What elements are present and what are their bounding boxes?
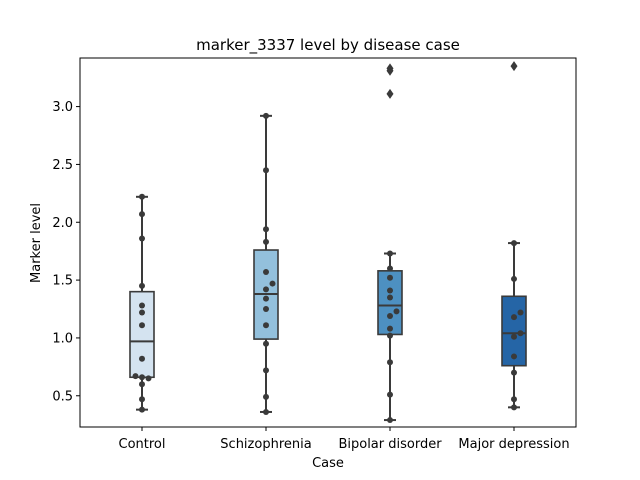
- data-point: [263, 167, 269, 174]
- box-group-schizophrenia: [253, 112, 279, 415]
- y-tick-label: 1.0: [52, 331, 73, 346]
- data-point: [387, 332, 393, 339]
- data-point: [517, 330, 524, 337]
- data-point: [263, 268, 269, 275]
- data-point: [511, 404, 517, 411]
- y-tick-label: 2.5: [52, 158, 73, 173]
- data-point: [511, 333, 517, 340]
- data-point: [387, 391, 393, 398]
- data-point: [139, 322, 145, 329]
- y-tick-label: 3.0: [52, 100, 73, 115]
- x-axis-label: Case: [312, 456, 344, 471]
- x-tick-label: Major depression: [458, 437, 569, 452]
- box-group-major-depression: [501, 61, 527, 411]
- y-tick-label: 0.5: [52, 389, 73, 404]
- chart-title: marker_3337 level by disease case: [196, 36, 460, 55]
- data-point: [139, 374, 145, 381]
- data-point: [263, 112, 269, 119]
- data-point: [263, 322, 269, 329]
- y-axis-label: Marker level: [29, 203, 44, 283]
- data-point: [132, 373, 139, 380]
- data-point: [511, 275, 517, 282]
- data-point: [387, 359, 393, 366]
- box-group-bipolar-disorder: [377, 63, 403, 424]
- iqr-box: [377, 270, 403, 336]
- data-point: [387, 287, 393, 294]
- plot-area: [129, 61, 527, 424]
- data-point: [263, 226, 269, 233]
- data-point: [263, 286, 269, 293]
- data-point: [139, 355, 145, 362]
- x-tick-label: Schizophrenia: [220, 437, 311, 452]
- data-point: [387, 274, 393, 281]
- data-point: [139, 211, 145, 218]
- axes-frame: [79, 57, 577, 428]
- data-point: [511, 240, 517, 247]
- data-point: [511, 396, 517, 403]
- data-point: [517, 309, 524, 316]
- data-point: [263, 393, 269, 400]
- data-point: [511, 353, 517, 360]
- x-tick-label: Bipolar disorder: [338, 437, 442, 452]
- data-point: [263, 367, 269, 374]
- data-point: [511, 314, 517, 321]
- outlier-marker: [510, 61, 518, 72]
- data-point: [387, 265, 393, 272]
- data-point: [139, 396, 145, 403]
- data-point: [145, 375, 152, 382]
- data-point: [511, 369, 517, 376]
- data-point: [139, 282, 145, 289]
- data-point: [263, 295, 269, 302]
- data-point: [139, 193, 145, 200]
- data-point: [387, 294, 393, 301]
- data-point: [139, 235, 145, 242]
- data-point: [263, 238, 269, 245]
- data-point: [139, 381, 145, 388]
- data-point: [139, 406, 145, 413]
- data-point: [393, 308, 400, 315]
- x-tick-label: Control: [119, 437, 166, 452]
- outlier-marker: [386, 88, 394, 99]
- data-point: [263, 408, 269, 415]
- data-point: [269, 280, 276, 287]
- y-tick-label: 1.5: [52, 274, 73, 289]
- data-point: [139, 302, 145, 309]
- data-point: [263, 306, 269, 313]
- data-point: [263, 340, 269, 347]
- data-point: [387, 312, 393, 319]
- box-group-control: [129, 193, 155, 413]
- outlier-marker: [386, 63, 394, 74]
- data-point: [139, 309, 145, 316]
- data-point: [387, 250, 393, 257]
- data-point: [387, 417, 393, 424]
- data-point: [387, 325, 393, 332]
- y-tick-label: 2.0: [52, 216, 73, 231]
